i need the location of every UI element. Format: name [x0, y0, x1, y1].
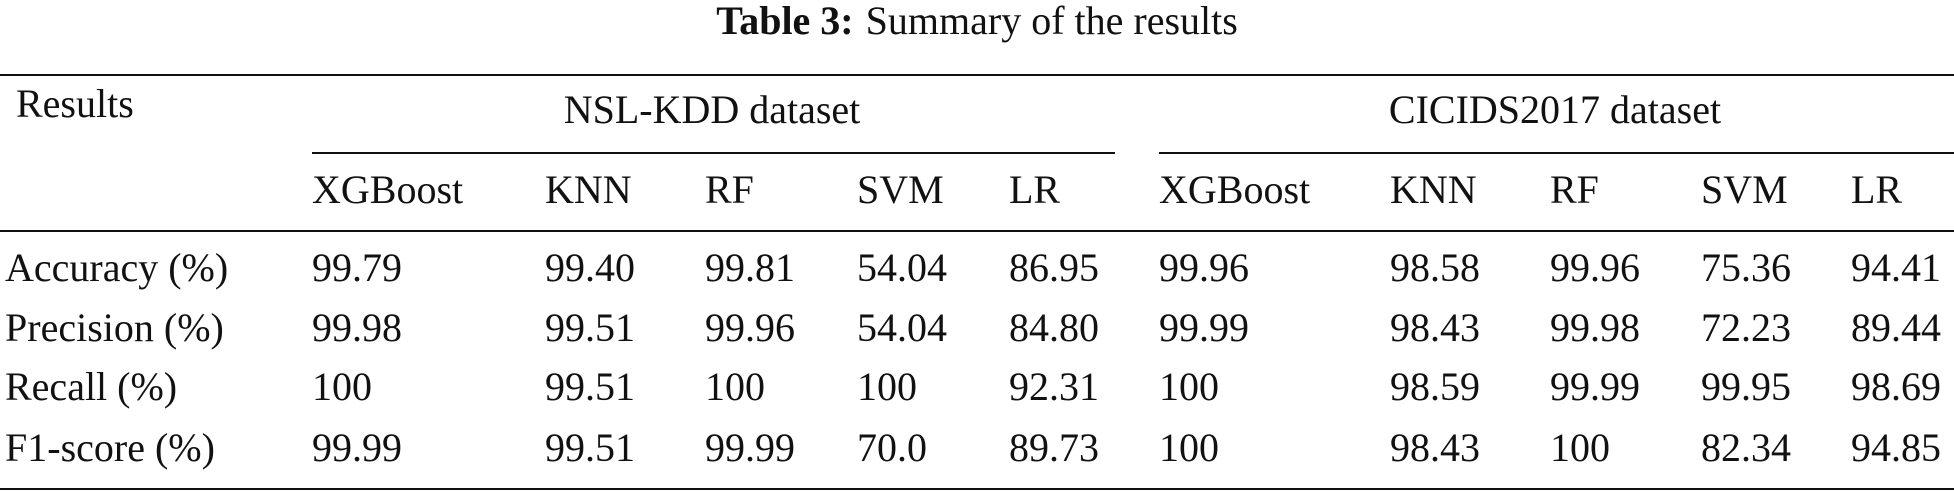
cell: 99.79 [312, 245, 402, 290]
column-header: KNN [1390, 167, 1477, 212]
cell: 100 [1159, 425, 1219, 470]
cell: 75.36 [1701, 245, 1791, 290]
cell: 99.96 [1550, 245, 1640, 290]
cell: 100 [705, 364, 765, 409]
group-header: CICIDS2017 dataset [1389, 87, 1721, 132]
column-header: RF [1550, 167, 1599, 212]
column-header: KNN [545, 167, 632, 212]
cell: 89.73 [1009, 425, 1099, 470]
column-header: XGBoost [312, 167, 463, 212]
column-header: XGBoost [1159, 167, 1310, 212]
cell: 100 [857, 364, 917, 409]
cell: 100 [312, 364, 372, 409]
caption-text: Summary of the results [866, 0, 1238, 43]
cell: 99.98 [1550, 305, 1640, 350]
cell: 94.85 [1851, 425, 1941, 470]
cell: 99.99 [1550, 364, 1640, 409]
row-label: Accuracy (%) [5, 245, 228, 290]
cell: 99.81 [705, 245, 795, 290]
column-header: SVM [857, 167, 944, 212]
cell: 84.80 [1009, 305, 1099, 350]
row-label: F1-score (%) [5, 425, 215, 470]
cell: 98.58 [1390, 245, 1480, 290]
column-header: SVM [1701, 167, 1788, 212]
cell: 100 [1550, 425, 1610, 470]
cell: 99.99 [1159, 305, 1249, 350]
cell: 98.43 [1390, 425, 1480, 470]
group-header: NSL-KDD dataset [564, 87, 861, 132]
cell: 99.51 [545, 305, 635, 350]
cell: 86.95 [1009, 245, 1099, 290]
cell: 98.43 [1390, 305, 1480, 350]
cell: 98.69 [1851, 364, 1941, 409]
row-label: Precision (%) [5, 305, 224, 350]
cell: 99.51 [545, 425, 635, 470]
column-header: LR [1009, 167, 1060, 212]
cell: 99.98 [312, 305, 402, 350]
cell: 99.51 [545, 364, 635, 409]
cell: 82.34 [1701, 425, 1791, 470]
cell: 99.96 [705, 305, 795, 350]
column-header: LR [1851, 167, 1902, 212]
cell: 89.44 [1851, 305, 1941, 350]
cell: 99.95 [1701, 364, 1791, 409]
cell: 92.31 [1009, 364, 1099, 409]
cell: 100 [1159, 364, 1219, 409]
cell: 99.40 [545, 245, 635, 290]
cell: 99.99 [312, 425, 402, 470]
cell: 70.0 [857, 425, 927, 470]
cell: 72.23 [1701, 305, 1791, 350]
cell: 94.41 [1851, 245, 1941, 290]
column-header: RF [705, 167, 754, 212]
cell: 99.96 [1159, 245, 1249, 290]
corner-header: Results [16, 81, 134, 126]
caption: Table 3: Summary of the results [716, 0, 1238, 43]
cell: 99.99 [705, 425, 795, 470]
row-label: Recall (%) [5, 364, 177, 409]
cell: 98.59 [1390, 364, 1480, 409]
caption-label: Table 3: [716, 0, 853, 43]
cell: 54.04 [857, 245, 947, 290]
cell: 54.04 [857, 305, 947, 350]
